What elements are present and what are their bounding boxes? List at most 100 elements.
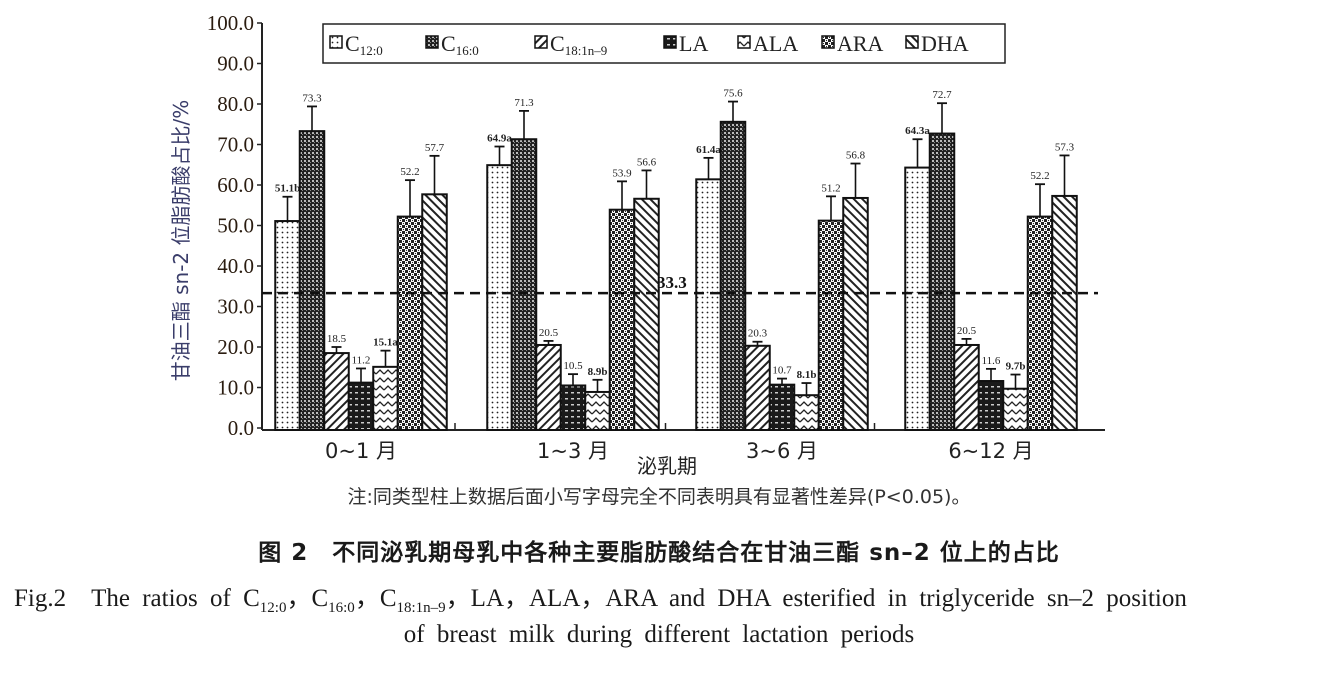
data-label: 73.3 xyxy=(302,92,322,104)
data-label: 57.7 xyxy=(425,142,445,154)
data-label: 11.6 xyxy=(982,355,1001,367)
figure-caption-cn: 图 2 不同泌乳期母乳中各种主要脂肪酸结合在甘油三酯 sn–2 位上的占比 xyxy=(258,540,1060,566)
data-label: 51.2 xyxy=(821,182,840,194)
y-tick-label: 40.0 xyxy=(217,254,254,278)
data-label: 56.6 xyxy=(637,156,657,168)
bar xyxy=(817,219,845,431)
legend-label: C16:0 xyxy=(441,31,479,58)
legend-label: C18:1n–9 xyxy=(550,31,607,58)
x-tick-label: 3~6 月 xyxy=(746,439,818,463)
data-label: 20.3 xyxy=(748,328,768,340)
y-tick-label: 60.0 xyxy=(217,173,254,197)
bar xyxy=(535,343,562,432)
bar xyxy=(1026,215,1054,431)
y-tick-label: 70.0 xyxy=(217,133,254,157)
bar xyxy=(323,352,350,432)
data-label: 64.3a xyxy=(905,125,930,137)
y-tick-label: 100.0 xyxy=(207,11,254,35)
data-label: 64.9a xyxy=(487,133,512,145)
y-tick-label: 20.0 xyxy=(217,335,254,359)
bar xyxy=(559,384,587,432)
legend-swatch xyxy=(329,35,343,49)
legend-label: ALA xyxy=(753,31,798,56)
legend-swatch xyxy=(663,35,677,49)
legend-swatch xyxy=(737,35,751,49)
data-label: 20.5 xyxy=(539,327,559,339)
bar xyxy=(372,365,399,431)
caption-text: C xyxy=(243,585,260,612)
data-label: 10.7 xyxy=(772,365,792,377)
bar xyxy=(977,380,1005,431)
data-label: 61.4a xyxy=(696,144,721,156)
bar xyxy=(584,390,611,431)
legend-swatch xyxy=(425,35,439,49)
y-tick-label: 50.0 xyxy=(217,214,254,238)
caption-text: ，LA，ALA，ARA and DHA esterified in trigly… xyxy=(445,585,1187,612)
bar xyxy=(396,215,424,431)
data-label: 8.1b xyxy=(797,369,817,381)
legend-swatch xyxy=(905,35,919,49)
bar xyxy=(953,343,980,432)
caption-text: ，C xyxy=(354,585,397,612)
bar-chart: 0.0 10.0 20.0 30.0 40.0 50.0 60.0 70.0 80.0 90.0 1… xyxy=(169,11,1105,478)
data-label: 52.2 xyxy=(1030,170,1049,182)
data-label: 72.7 xyxy=(932,89,952,101)
data-label: 53.9 xyxy=(612,167,632,179)
legend-swatch xyxy=(821,35,835,49)
legend-label: DHA xyxy=(921,31,969,56)
bar xyxy=(347,381,375,432)
bar xyxy=(608,208,636,431)
caption-subscript: 12:0 xyxy=(259,600,287,616)
legend-label: LA xyxy=(679,31,708,56)
bar xyxy=(298,130,326,431)
data-label: 71.3 xyxy=(514,97,534,109)
y-tick-label: 90.0 xyxy=(217,52,254,76)
caption-subscript: 16:0 xyxy=(328,600,355,616)
data-label: 57.3 xyxy=(1055,141,1075,153)
y-axis-label: 甘油三酯 sn-2 位脂肪酸占比/% xyxy=(169,100,193,382)
data-label: 9.7b xyxy=(1006,361,1026,373)
bar xyxy=(719,120,747,431)
bar xyxy=(633,197,660,431)
bar xyxy=(421,193,448,431)
data-label: 18.5 xyxy=(327,333,347,345)
bar xyxy=(695,178,722,431)
caption-subscript: 18:1n–9 xyxy=(396,600,446,616)
data-label: 8.9b xyxy=(588,366,608,378)
legend-label: C12:0 xyxy=(345,31,383,58)
x-axis-label: 泌乳期 xyxy=(637,454,697,478)
bar xyxy=(793,394,820,432)
bar xyxy=(1051,194,1078,431)
figure-caption-en-line2: of breast milk during different lactatio… xyxy=(403,621,915,648)
data-label: 15.1a xyxy=(373,337,398,349)
data-label: 20.5 xyxy=(957,325,977,337)
legend-label: ARA xyxy=(837,31,884,56)
bar xyxy=(744,344,771,431)
bar xyxy=(928,132,956,431)
bar xyxy=(1002,387,1029,431)
data-label: 52.2 xyxy=(400,166,419,178)
bar xyxy=(904,166,931,432)
data-label: 10.5 xyxy=(563,360,583,372)
data-label: 11.2 xyxy=(352,354,371,366)
reference-line-label: 33.3 xyxy=(657,273,687,292)
y-tick-label: 0.0 xyxy=(228,416,254,440)
y-tick-label: 30.0 xyxy=(217,295,254,319)
y-tick-label: 80.0 xyxy=(217,92,254,116)
legend-swatch xyxy=(534,35,548,49)
bar xyxy=(768,383,796,432)
data-label: 56.8 xyxy=(846,150,866,162)
y-tick-label: 10.0 xyxy=(217,376,254,400)
bar xyxy=(486,164,513,431)
data-label: 75.6 xyxy=(723,88,743,100)
figure-caption-en-line1: Fig.2 The ratios of C12:0，C16:0，C18:1n–9… xyxy=(14,578,1187,617)
bar xyxy=(510,138,538,432)
caption-text: Fig.2 The ratios of xyxy=(14,585,244,612)
data-label: 51.1b xyxy=(275,183,300,195)
bar xyxy=(842,196,869,431)
caption-text: ，C xyxy=(286,585,329,612)
x-tick-label: 1~3 月 xyxy=(537,439,609,463)
x-tick-label: 0~1 月 xyxy=(325,439,397,463)
x-tick-label: 6~12 月 xyxy=(948,439,1033,463)
bar xyxy=(274,220,301,431)
